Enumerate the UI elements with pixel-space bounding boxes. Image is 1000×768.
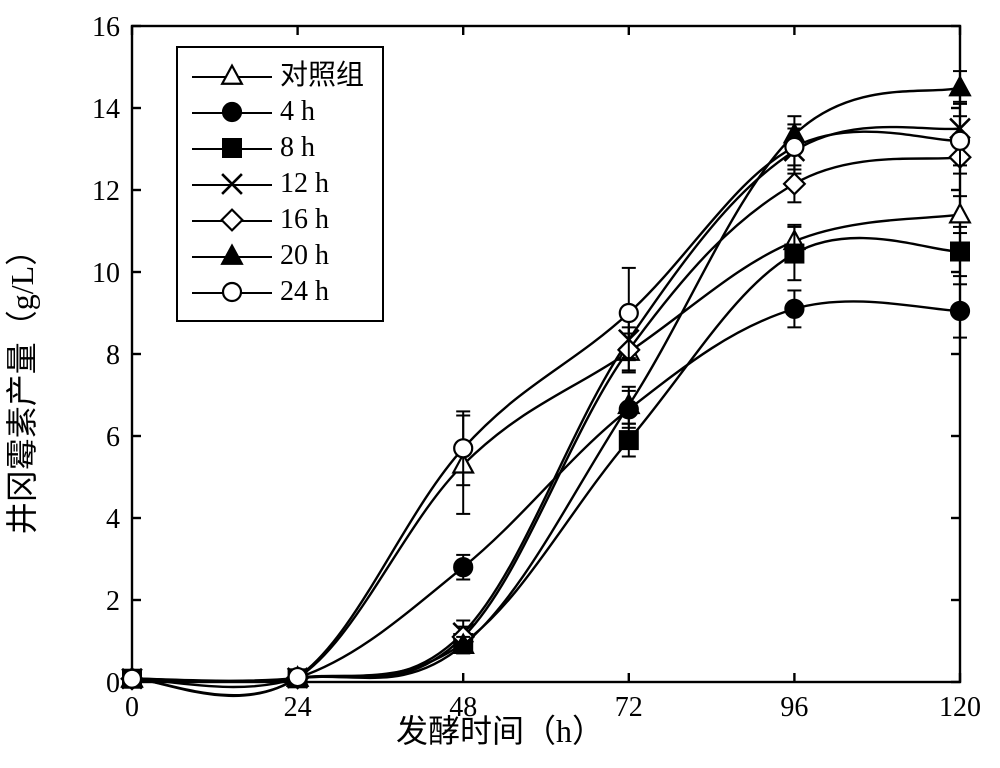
svg-text:96: 96 bbox=[780, 692, 808, 723]
legend-swatch bbox=[192, 130, 272, 166]
legend-swatch bbox=[192, 94, 272, 130]
svg-text:2: 2 bbox=[106, 586, 120, 617]
legend-swatch bbox=[192, 202, 272, 238]
svg-text:120: 120 bbox=[939, 692, 981, 723]
legend-label: 12 h bbox=[280, 165, 329, 203]
legend-item-16h: 16 h bbox=[192, 202, 364, 238]
legend-swatch bbox=[192, 238, 272, 274]
svg-text:0: 0 bbox=[106, 668, 120, 699]
legend-label: 对照组 bbox=[280, 57, 364, 95]
legend-item-4h: 4 h bbox=[192, 94, 364, 130]
svg-text:10: 10 bbox=[92, 258, 120, 289]
chart-svg: 0244872961200246810121416 bbox=[0, 0, 1000, 768]
svg-text:6: 6 bbox=[106, 422, 120, 453]
chart-container: 0244872961200246810121416 井冈霉素产量（g/L） 发酵… bbox=[0, 0, 1000, 768]
series-4h bbox=[123, 284, 969, 687]
legend-item-20h: 20 h bbox=[192, 238, 364, 274]
svg-text:4: 4 bbox=[106, 504, 120, 535]
legend-label: 20 h bbox=[280, 237, 329, 275]
legend: 对照组4 h8 h12 h16 h20 h24 h bbox=[176, 46, 384, 322]
legend-label: 24 h bbox=[280, 273, 329, 311]
svg-text:24: 24 bbox=[284, 692, 312, 723]
y-axis-label: 井冈霉素产量（g/L） bbox=[0, 234, 43, 534]
legend-item-24h: 24 h bbox=[192, 274, 364, 310]
legend-item-8h: 8 h bbox=[192, 130, 364, 166]
legend-swatch bbox=[192, 58, 272, 94]
legend-item-12h: 12 h bbox=[192, 166, 364, 202]
svg-text:8: 8 bbox=[106, 340, 120, 371]
legend-swatch bbox=[192, 274, 272, 310]
legend-item-control: 对照组 bbox=[192, 58, 364, 94]
legend-label: 16 h bbox=[280, 201, 329, 239]
svg-text:72: 72 bbox=[615, 692, 643, 723]
svg-text:0: 0 bbox=[125, 692, 139, 723]
legend-label: 4 h bbox=[280, 93, 315, 131]
legend-swatch bbox=[192, 166, 272, 202]
svg-text:14: 14 bbox=[92, 94, 120, 125]
legend-label: 8 h bbox=[280, 129, 315, 167]
svg-text:12: 12 bbox=[92, 176, 120, 207]
x-axis-label: 发酵时间（h） bbox=[396, 706, 604, 752]
svg-text:16: 16 bbox=[92, 12, 120, 43]
